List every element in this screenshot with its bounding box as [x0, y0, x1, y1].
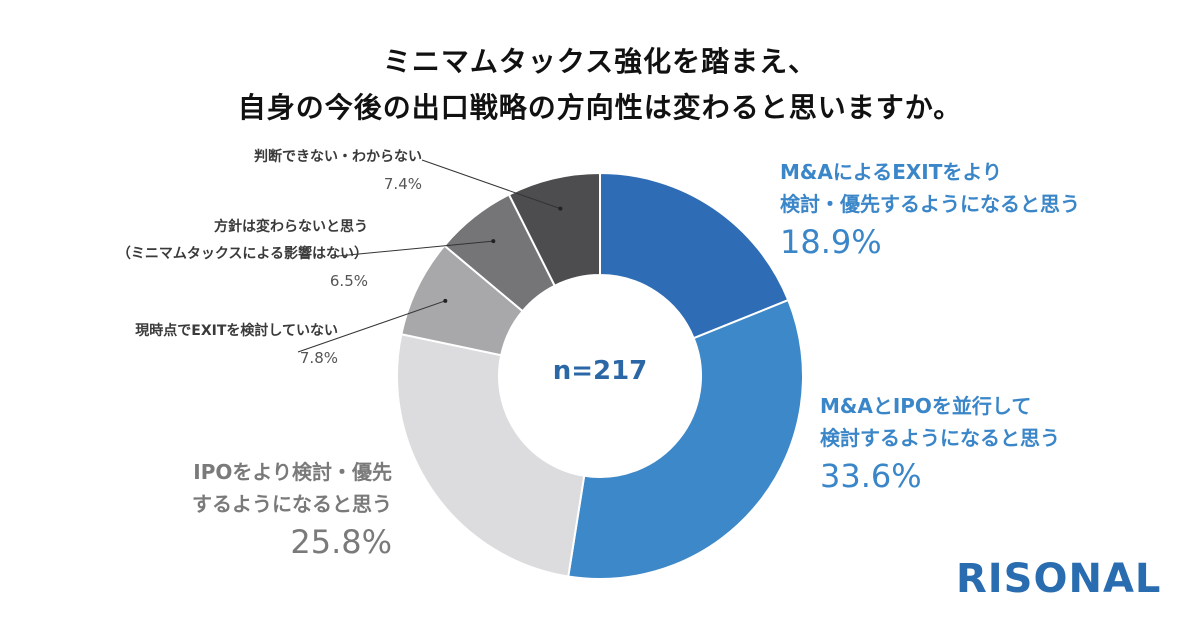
slice-pct-label: 18.9%	[780, 223, 882, 261]
slice-pct-label: 25.8%	[290, 523, 392, 561]
slice-label-line: M&AによるEXITをより	[780, 160, 1002, 184]
chart-title-line1: ミニマムタックス強化を踏まえ、	[382, 45, 818, 78]
slice-label-line: するようになると思う	[192, 492, 392, 516]
slice-label-ma-ipo-parallel: M&AとIPOを並行して 検討するようになると思う 33.6%	[820, 390, 1060, 498]
slice-label-line: 現時点でEXITを検討していない	[135, 323, 338, 339]
leader-line	[337, 240, 494, 257]
slice-label-line: M&AとIPOを並行して	[820, 394, 1032, 418]
slice-pct-label: 7.8%	[299, 349, 338, 367]
slice-pct-label: 33.6%	[820, 457, 922, 495]
slice-label-line: 検討・優先するようになると思う	[780, 192, 1080, 216]
leader-dot	[443, 298, 448, 303]
slice-label-line: IPOをより検討・優先	[193, 460, 392, 484]
slice-pct-label: 6.5%	[329, 272, 368, 290]
donut-slice	[599, 171, 790, 340]
leader-line	[421, 159, 561, 210]
slice-label-dont-know: 判断できない・わからない 7.4%	[254, 144, 422, 198]
slice-label-ipo: IPOをより検討・優先 するようになると思う 25.8%	[192, 456, 392, 564]
donut-slice	[396, 333, 586, 578]
slice-label-line: （ミニマムタックスによる影響はない）	[116, 246, 368, 262]
slice-label-no-change: 方針は変わらないと思う （ミニマムタックスによる影響はない） 6.5%	[117, 214, 368, 295]
chart-title-line2: 自身の今後の出口戦略の方向性は変わると思いますか。	[237, 91, 963, 124]
leader-dot	[558, 206, 563, 211]
slice-label-no-exit: 現時点でEXITを検討していない 7.8%	[135, 318, 338, 372]
sample-size-label: n=217	[552, 356, 648, 386]
slice-label-line: 方針は変わらないと思う	[214, 219, 368, 235]
slice-label-ma-exit: M&AによるEXITをより 検討・優先するようになると思う 18.9%	[780, 156, 1080, 264]
risonal-logo: RISONAL	[956, 556, 1162, 602]
donut-slice	[567, 298, 804, 580]
slice-label-line: 判断できない・わからない	[254, 149, 422, 165]
slice-label-line: 検討するようになると思う	[820, 426, 1060, 450]
leader-line	[297, 300, 446, 353]
leader-dot	[491, 239, 496, 244]
donut-slice	[507, 171, 601, 288]
slice-pct-label: 7.4%	[383, 175, 422, 193]
